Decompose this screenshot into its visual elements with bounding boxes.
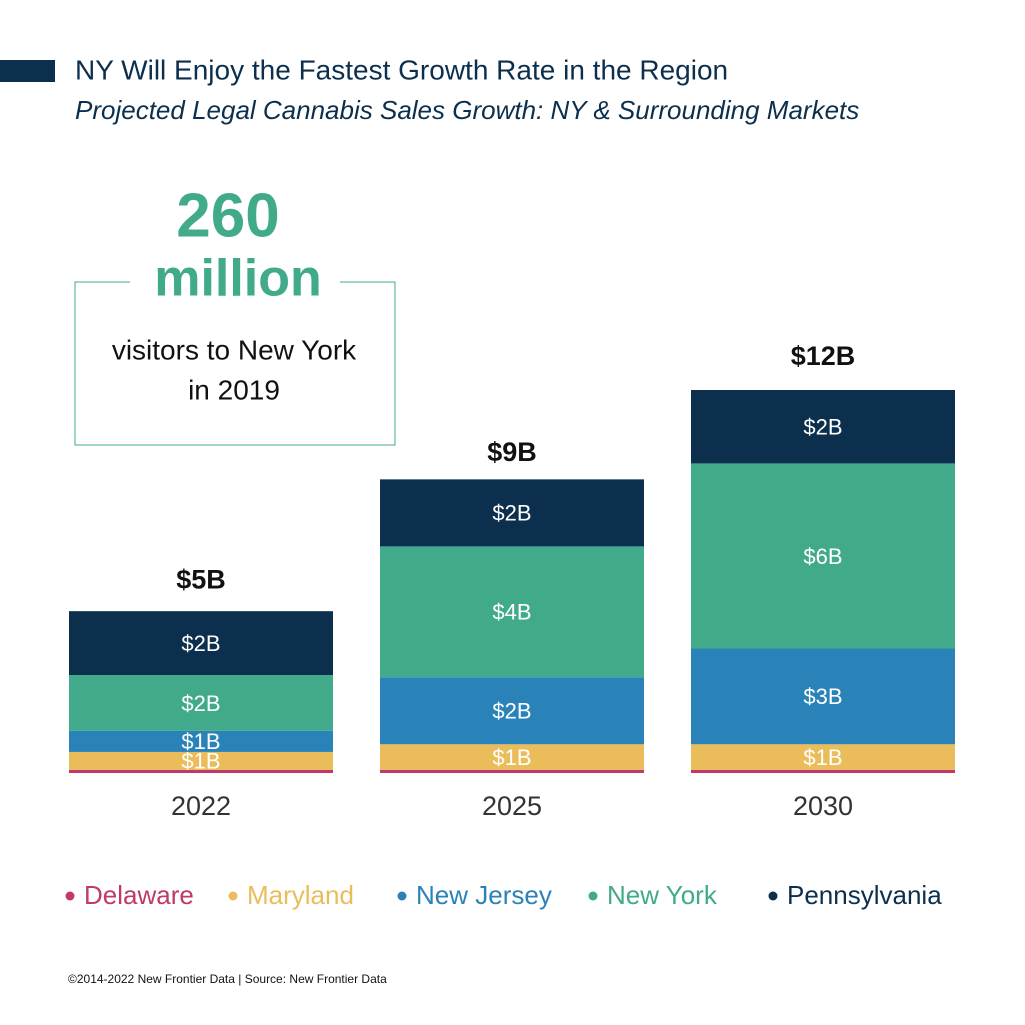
footer: ©2014-2022 New Frontier Data | Source: N…: [68, 972, 387, 986]
segment-label: $2B: [181, 691, 220, 716]
bar-segment: [69, 611, 333, 676]
x-tick-label: 2025: [482, 791, 542, 821]
bar-segment: [691, 463, 955, 649]
segment-label: $1B: [181, 729, 220, 754]
x-tick-label: 2022: [171, 791, 231, 821]
x-tick-label: 2030: [793, 791, 853, 821]
bar-segment: [380, 744, 644, 770]
bar-segment: [380, 677, 644, 745]
total-label: $9B: [487, 437, 537, 467]
legend-marker: [228, 891, 238, 901]
title-marker: [0, 60, 55, 82]
bar-segment: [69, 675, 333, 731]
bar-segment: [691, 744, 955, 770]
legend-marker: [397, 891, 407, 901]
bar-segment: [380, 769, 644, 773]
bar-segment: [691, 390, 955, 464]
legend-marker: [768, 891, 778, 901]
segment-label: $1B: [181, 749, 220, 774]
chart-title: NY Will Enjoy the Fastest Growth Rate in…: [75, 54, 728, 85]
bar-segment: [69, 730, 333, 752]
bar-segment: [69, 769, 333, 773]
segment-label: $1B: [803, 745, 842, 770]
legend-label: Pennsylvania: [787, 880, 942, 910]
legend-label: New York: [607, 880, 718, 910]
segment-label: $2B: [803, 415, 842, 440]
total-label: $12B: [791, 341, 856, 371]
callout-text: visitors to New York: [112, 334, 357, 365]
legend-marker: [588, 891, 598, 901]
legend-label: Delaware: [84, 880, 194, 910]
segment-label: $2B: [181, 631, 220, 656]
callout-unit: million: [154, 250, 322, 308]
bar-segment: [691, 769, 955, 773]
segment-label: $2B: [492, 501, 531, 526]
bar-segment: [380, 479, 644, 547]
total-label: $5B: [176, 565, 226, 595]
legend-label: Maryland: [247, 880, 354, 910]
bar-segment: [69, 751, 333, 770]
segment-label: $3B: [803, 684, 842, 709]
segment-label: $4B: [492, 600, 531, 625]
callout-number: 260: [176, 181, 279, 250]
segment-label: $6B: [803, 544, 842, 569]
bar-segment: [380, 546, 644, 678]
chart-subtitle: Projected Legal Cannabis Sales Growth: N…: [75, 95, 859, 125]
legend-label: New Jersey: [416, 880, 552, 910]
legend-marker: [65, 891, 75, 901]
callout-gap: [130, 255, 340, 305]
segment-label: $2B: [492, 699, 531, 724]
callout-text: in 2019: [188, 374, 280, 405]
segment-label: $1B: [492, 745, 531, 770]
bar-segment: [691, 648, 955, 745]
